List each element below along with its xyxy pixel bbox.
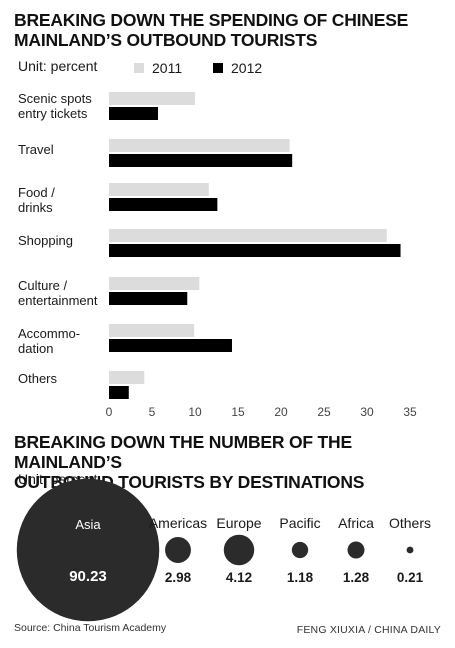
destination-value-others: 0.21: [396, 570, 424, 585]
destination-name-asia: Asia: [75, 517, 101, 532]
spending-unit-label: Unit: percent: [18, 58, 98, 74]
credit-line: FENG XIUXIA / CHINA DAILY: [296, 624, 441, 636]
bubble-africa: [347, 541, 365, 559]
category-label-line: Culture /: [18, 278, 68, 293]
bar-travel-2011: [109, 139, 290, 152]
legend-item-2011: 2011: [134, 60, 182, 76]
legend-swatch-2011: [134, 63, 144, 73]
category-label-food-drinks: Food / drinks: [18, 185, 113, 215]
bar-culture-entertainment-2012: [109, 292, 188, 305]
destination-value-pacific: 1.18: [286, 570, 314, 585]
bubble-europe: [223, 534, 255, 566]
category-label-culture: Culture / entertainment: [18, 278, 113, 308]
x-tick-label: 5: [149, 405, 156, 419]
destination-name-pacific: Pacific: [279, 515, 321, 531]
bar-scenic-spots-entry-tickets-2011: [109, 92, 195, 105]
bar-scenic-spots-entry-tickets-2012: [109, 107, 159, 120]
legend-label-2012: 2012: [231, 60, 263, 76]
x-tick-label: 30: [360, 405, 374, 419]
x-tick-label: 15: [231, 405, 245, 419]
x-tick-label: 10: [188, 405, 202, 419]
source-note: Source: China Tourism Academy: [14, 622, 167, 634]
destination-name-africa: Africa: [338, 515, 374, 531]
category-label-line: Scenic spots: [18, 91, 92, 106]
x-tick-label: 0: [106, 405, 113, 419]
category-label-line: Others: [18, 371, 58, 386]
category-label-line: Travel: [18, 142, 54, 157]
category-label-line: entertainment: [18, 293, 98, 308]
destinations-unit-label: Unit: percent: [18, 471, 98, 487]
bar-food-drinks-2011: [109, 183, 209, 196]
bar-others-2011: [109, 371, 145, 384]
destination-value-americas: 2.98: [164, 570, 192, 585]
category-label-line: dation: [18, 341, 54, 356]
bar-others-2012: [109, 386, 129, 399]
x-tick-label: 20: [274, 405, 288, 419]
category-label-shopping: Shopping: [18, 233, 113, 248]
bubble-asia: [16, 478, 160, 622]
category-label-line: Shopping: [18, 233, 73, 248]
x-tick-label: 35: [403, 405, 417, 419]
bubble-others: [406, 546, 414, 554]
category-label-scenic-spots: Scenic spots entry tickets: [18, 91, 113, 121]
destination-value-asia: 90.23: [69, 568, 107, 585]
bar-shopping-2012: [109, 244, 401, 257]
category-label-travel: Travel: [18, 142, 113, 157]
category-label-line: Accommo-: [18, 326, 81, 341]
spending-bar-chart: 0 5 10 15 20 25 30 35: [106, 92, 417, 419]
spending-title-line-1: BREAKING DOWN THE SPENDING OF CHINESE: [14, 10, 409, 30]
bubble-americas: [165, 537, 191, 563]
spending-title-line-2: MAINLAND’S OUTBOUND TOURISTS: [14, 30, 318, 50]
bar-shopping-2011: [109, 229, 387, 242]
category-label-line: entry tickets: [18, 106, 88, 121]
destination-value-europe: 4.12: [225, 570, 253, 585]
legend-label-2011: 2011: [152, 60, 183, 76]
x-tick-label: 25: [317, 405, 331, 419]
bar-culture-entertainment-2011: [109, 277, 200, 290]
category-label-others: Others: [18, 371, 113, 386]
spending-chart-title: BREAKING DOWN THE SPENDING OF CHINESE MA…: [14, 10, 408, 50]
destinations-title-line-1: BREAKING DOWN THE NUMBER OF THE MAINLAND…: [14, 432, 352, 472]
destination-name-europe: Europe: [216, 515, 262, 531]
bar-travel-2012: [109, 154, 293, 167]
bar-accommo-dation-2011: [109, 324, 195, 337]
bar-food-drinks-2012: [109, 198, 218, 211]
category-label-line: Food /: [18, 185, 55, 200]
bar-accommo-dation-2012: [109, 339, 232, 352]
legend-swatch-2012: [213, 63, 223, 73]
category-label-accommodation: Accommo- dation: [18, 326, 113, 356]
destination-name-others: Others: [388, 515, 431, 531]
destination-name-americas: Americas: [148, 515, 208, 531]
destinations-chart-title: BREAKING DOWN THE NUMBER OF THE MAINLAND…: [14, 432, 455, 492]
category-label-line: drinks: [18, 200, 53, 215]
destination-value-africa: 1.28: [342, 570, 370, 585]
bubble-pacific: [291, 541, 309, 559]
legend-item-2012: 2012: [213, 60, 262, 76]
